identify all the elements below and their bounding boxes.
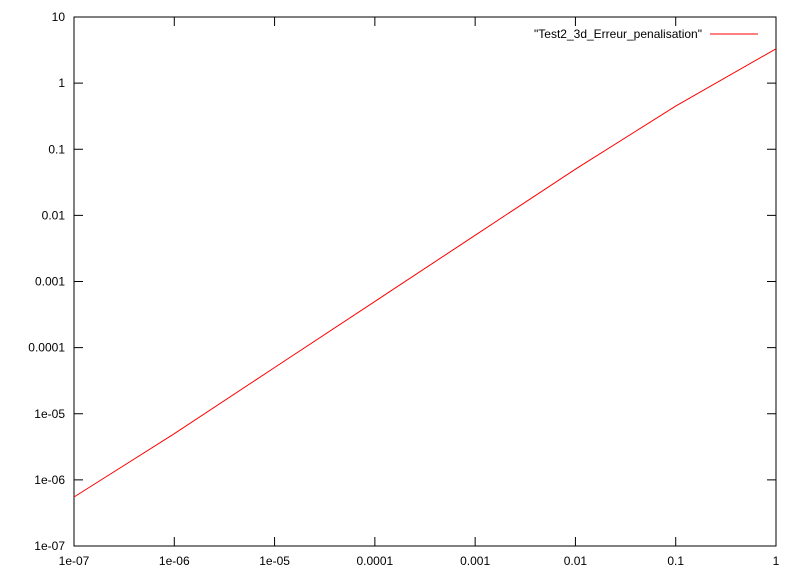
legend-label: "Test2_3d_Erreur_penalisation" [534,27,702,41]
y-tick-label: 1e-07 [34,539,65,553]
plot-frame [73,16,777,547]
x-tick-label: 1e-07 [59,554,90,568]
y-tick-label: 0.001 [35,275,65,289]
y-tick-label: 0.0001 [28,341,65,355]
x-tick-labels: 1e-07 1e-06 1e-05 0.0001 0.001 0.01 0.1 1 [59,554,780,568]
series-layer [73,48,777,498]
x-tick-label: 0.001 [460,554,490,568]
x-tick-label: 0.0001 [357,554,394,568]
y-tick-label: 0.1 [48,142,65,156]
legend: "Test2_3d_Erreur_penalisation" [534,27,758,41]
y-tick-label: 10 [52,10,66,24]
y-tick-label: 1 [58,76,65,90]
x-tick-label: 1e-05 [259,554,290,568]
y-tick-label: 0.01 [42,208,66,222]
x-tick-label: 0.01 [564,554,588,568]
x-tick-label: 1e-06 [159,554,190,568]
x-tick-label: 0.1 [667,554,684,568]
y-tick-label: 1e-05 [34,407,65,421]
series-line [73,48,777,498]
y-tick-label: 1e-06 [34,473,65,487]
x-tick-label: 1 [773,554,780,568]
tick-marks [73,16,777,547]
y-tick-labels: 1e-07 1e-06 1e-05 0.0001 0.001 0.01 0.1 1 10 [28,10,65,553]
